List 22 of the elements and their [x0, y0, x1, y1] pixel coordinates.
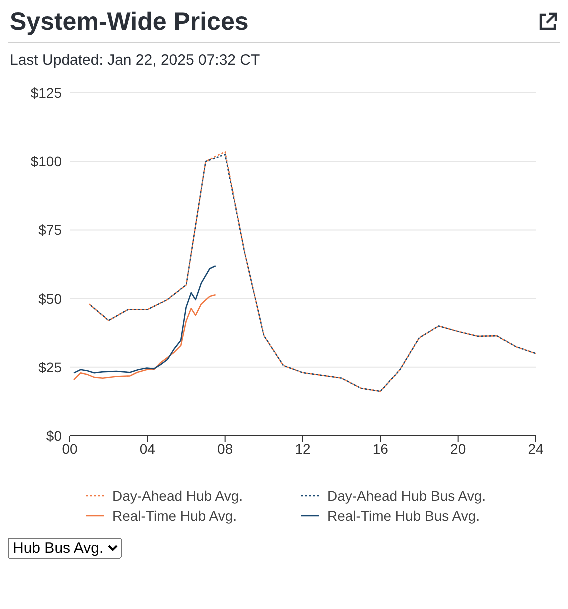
x-tick-label: 24 — [528, 440, 544, 457]
text: Hub Bus Avg. — [8, 538, 122, 559]
x-tick-label: 04 — [140, 440, 156, 457]
x-tick-label: 08 — [218, 440, 234, 457]
legend-label: Real-Time Hub Bus Avg. — [328, 508, 480, 524]
line-series — [73, 294, 216, 381]
legend-label: Real-Time Hub Avg. — [112, 508, 237, 524]
x-tick-label: 20 — [450, 440, 466, 457]
chart-title: System-Wide Prices — [9, 8, 249, 36]
chart-subtitle: Last Updated: Jan 22, 2025 07:32 CT — [9, 52, 262, 69]
y-tick-label: $50 — [38, 290, 62, 307]
x-tick-label: 16 — [372, 440, 389, 457]
x-tick-label: 12 — [295, 440, 311, 457]
y-tick-label: $0 — [46, 428, 62, 444]
line-series — [73, 265, 216, 374]
x-tick-label: 00 — [62, 440, 78, 457]
legend-label: Day-Ahead Hub Bus Avg. — [328, 488, 486, 504]
y-tick-label: $125 — [30, 84, 62, 101]
y-tick-label: $75 — [38, 222, 62, 238]
y-tick-label: $100 — [30, 154, 62, 170]
y-tick-label: $25 — [38, 359, 62, 376]
legend-label: Day-Ahead Hub Avg. — [112, 488, 243, 504]
